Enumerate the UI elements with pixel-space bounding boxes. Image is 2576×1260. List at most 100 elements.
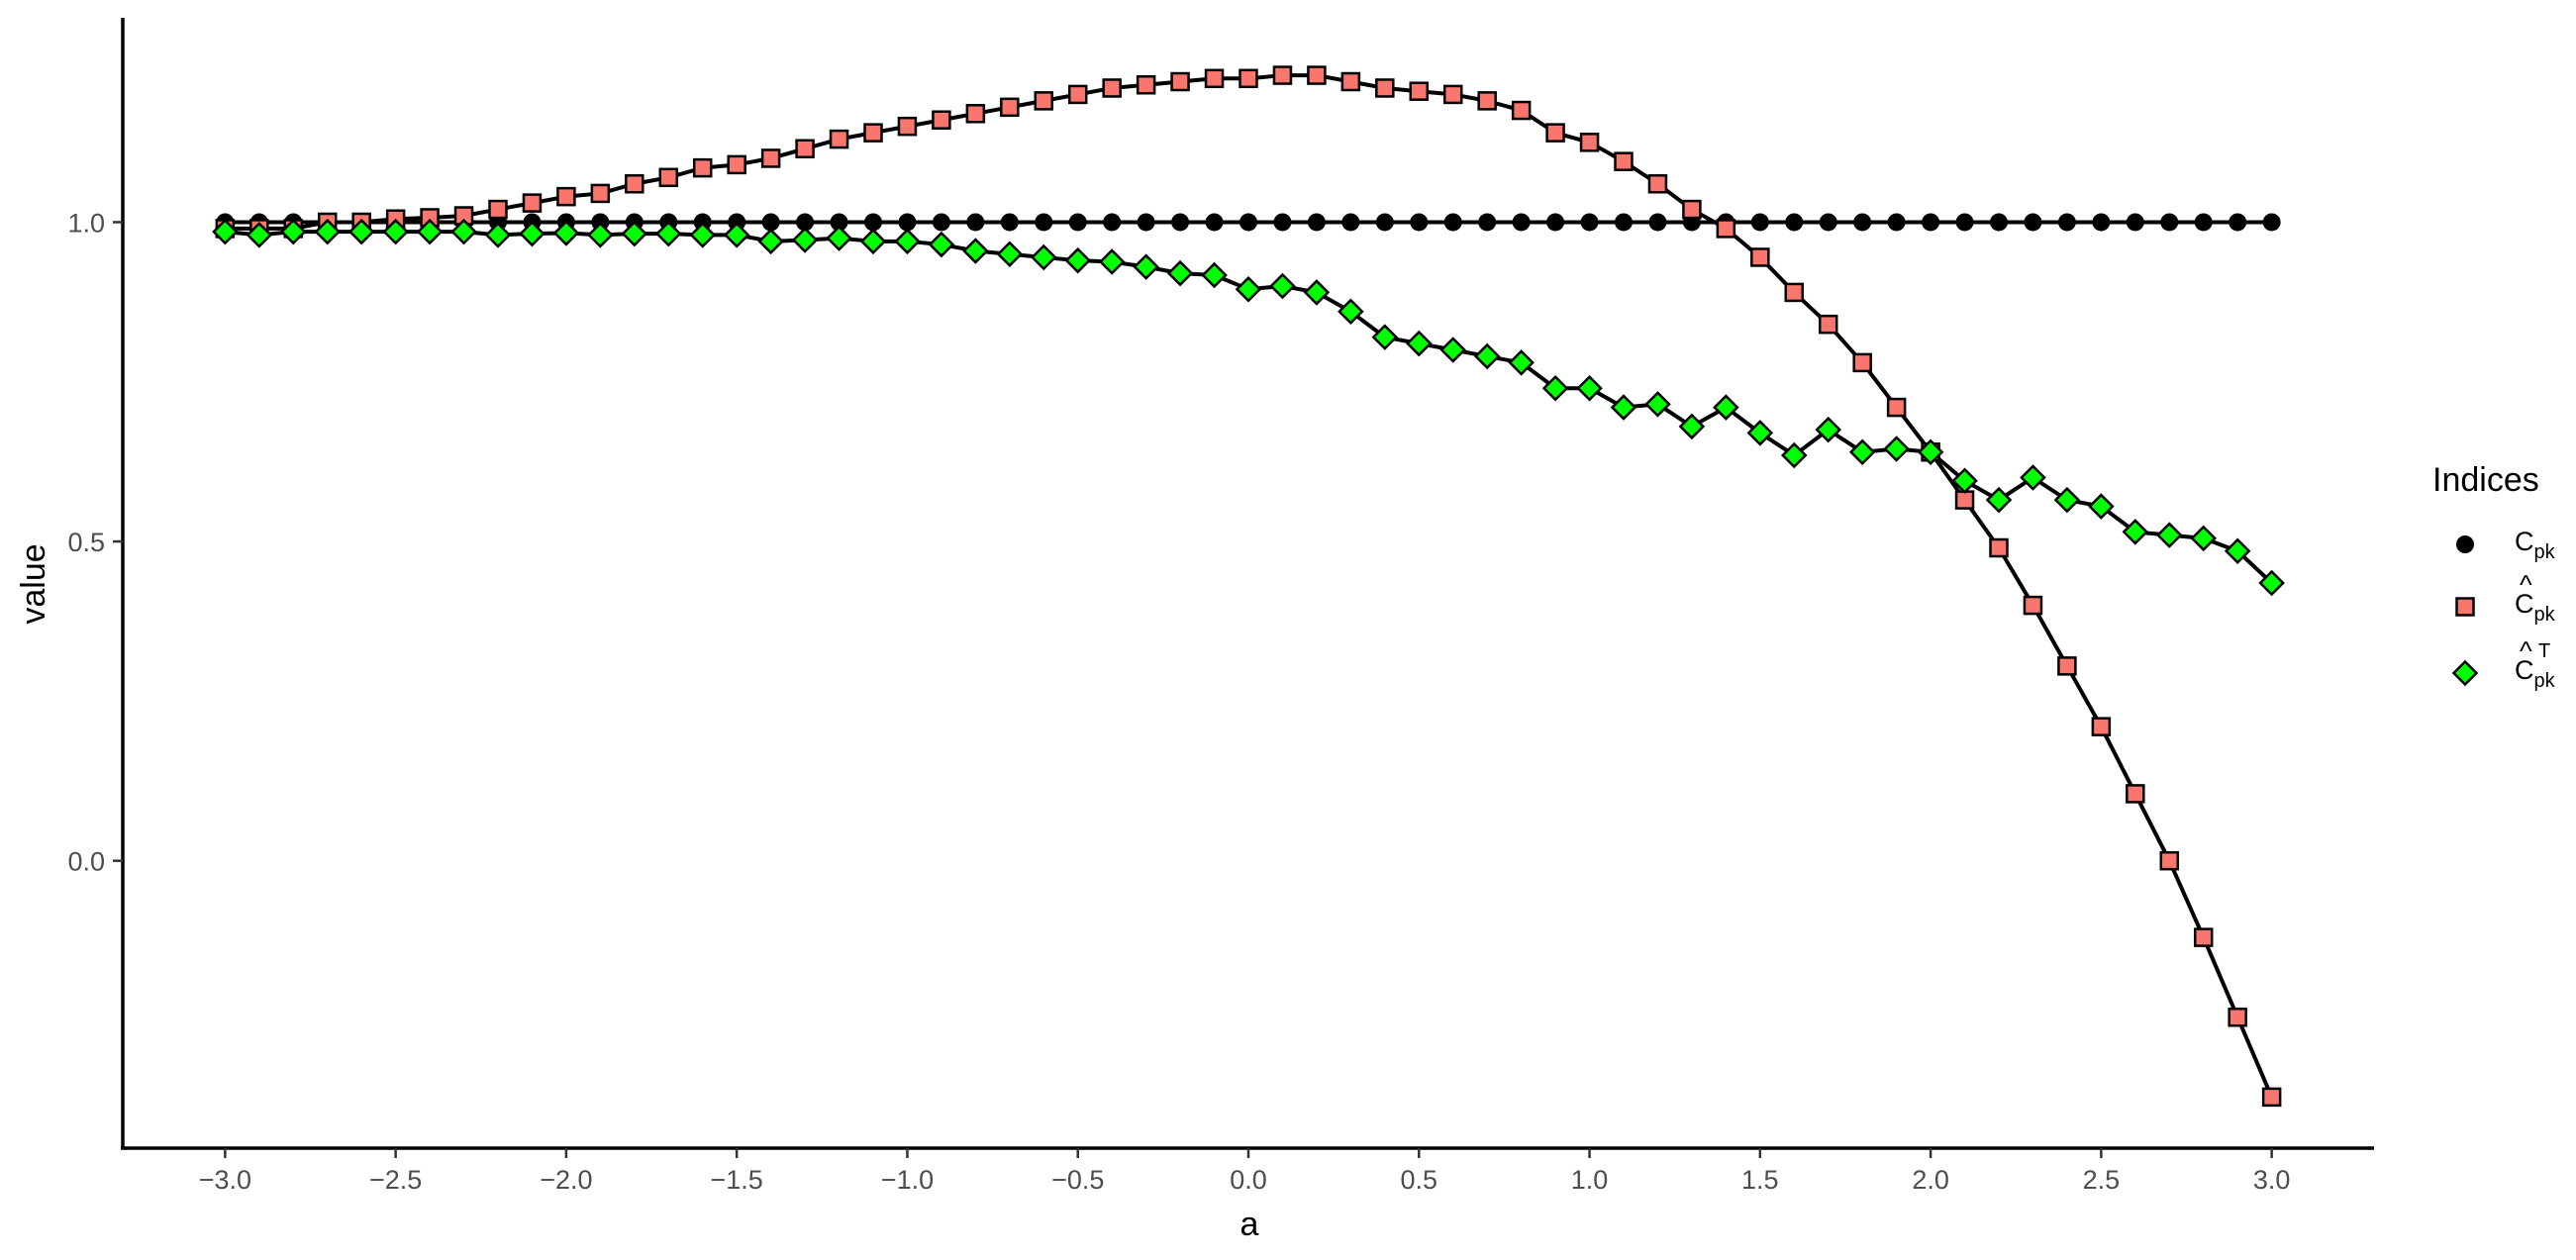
data-point-circle [1205, 213, 1224, 232]
data-point-diamond [450, 218, 477, 245]
data-point-circle [1580, 213, 1599, 232]
data-point-square [590, 183, 611, 204]
data-point-diamond [1473, 342, 1501, 370]
x-axis-title: a [1240, 1206, 1259, 1243]
data-point-circle [2057, 213, 2076, 232]
data-point-circle [1990, 213, 2008, 232]
data-point-diamond [1781, 441, 1808, 469]
data-point-diamond [587, 222, 614, 248]
data-point-circle [2024, 213, 2042, 232]
data-point-diamond [1371, 324, 1399, 350]
data-point-square [692, 157, 713, 178]
data-point-diamond [552, 220, 580, 246]
data-point-square [1102, 78, 1122, 98]
data-point-diamond [791, 227, 819, 253]
data-point-diamond [1508, 349, 1535, 376]
data-point-square [1818, 314, 1838, 335]
data-point-diamond [996, 241, 1024, 267]
data-point-square [2126, 784, 2145, 804]
data-point-circle [1887, 213, 1906, 232]
y-axis-ticks: 0.0 0.5 1.0 [67, 208, 123, 877]
legend-key-square [2455, 597, 2475, 617]
y-tick-label: 1.0 [67, 208, 105, 238]
data-point-square [2159, 850, 2180, 871]
data-point-circle [1750, 213, 1769, 232]
data-point-circle [1648, 213, 1667, 232]
data-point-diamond [1406, 330, 1433, 357]
data-point-circle [2262, 213, 2281, 232]
x-tick-label: 3.0 [2253, 1165, 2291, 1195]
data-point-square [1647, 174, 1668, 194]
data-point-diamond [2190, 525, 2217, 552]
data-point-diamond [655, 220, 682, 247]
data-point-square [1579, 133, 1600, 152]
legend-label-superscript: T [2538, 640, 2550, 662]
data-point-diamond [212, 218, 239, 245]
x-tick-label: 1.0 [1571, 1165, 1609, 1195]
data-point-square [2023, 595, 2043, 616]
data-point-diamond [1269, 272, 1296, 300]
data-point-square [1852, 352, 1872, 373]
data-point-square [760, 148, 781, 168]
data-point-circle [830, 213, 848, 232]
x-tick-label: 1.5 [1741, 1165, 1779, 1195]
data-point-diamond [1098, 248, 1126, 275]
data-point-square [2261, 1087, 2282, 1108]
data-point-square [556, 186, 576, 207]
data-point-circle [966, 213, 985, 232]
data-point-square [522, 193, 543, 213]
data-point-square [829, 129, 849, 149]
data-point-square [1000, 97, 1020, 118]
data-point-square [2057, 656, 2077, 676]
data-point-diamond [2020, 464, 2046, 491]
data-point-square [795, 139, 815, 159]
data-point-square [1511, 100, 1532, 121]
data-point-diamond [1235, 275, 1262, 303]
data-point-circle [932, 213, 950, 232]
data-point-diamond [723, 222, 750, 248]
data-point-square [2091, 717, 2112, 736]
data-point-diamond [1303, 279, 1331, 306]
series-points-diamond [212, 218, 2285, 597]
x-axis-ticks: −3.0 −2.5 −2.0 −1.5 −1.0 −0.5 0.0 0.5 1.0 1.5 2.0 2… [199, 1148, 2291, 1195]
data-point-diamond [2156, 522, 2183, 548]
data-point-circle [1307, 213, 1326, 232]
data-point-square [1238, 68, 1258, 89]
data-point-square [1067, 84, 1088, 105]
data-point-circle [1000, 213, 1019, 232]
data-point-diamond [826, 225, 852, 251]
x-tick-label: −3.0 [199, 1165, 251, 1195]
data-point-diamond [519, 220, 545, 247]
plot-area [212, 65, 2285, 1108]
data-point-circle [1819, 213, 1837, 232]
y-tick-label: 0.5 [67, 528, 105, 557]
series-points-square [215, 65, 2282, 1108]
data-point-diamond [1133, 253, 1159, 280]
data-point-circle [1546, 213, 1565, 232]
y-tick-label: 0.0 [67, 847, 105, 877]
data-point-circle [1171, 213, 1190, 232]
series-markers [212, 65, 2285, 1108]
data-point-circle [1410, 213, 1429, 232]
x-tick-label: −1.0 [881, 1165, 934, 1195]
data-point-square [1442, 84, 1463, 105]
data-point-circle [796, 213, 815, 232]
data-point-square [1716, 219, 1736, 239]
data-point-diamond [962, 238, 989, 264]
data-point-square [1307, 65, 1327, 85]
data-point-circle [2160, 213, 2179, 232]
data-point-diamond [382, 218, 409, 245]
data-point-diamond [484, 222, 512, 248]
data-point-square [1545, 123, 1565, 143]
data-point-square [1682, 199, 1702, 220]
data-point-square [1750, 247, 1770, 267]
data-point-diamond [1338, 298, 1364, 326]
data-point-circle [1341, 213, 1360, 232]
data-point-diamond [246, 222, 273, 248]
data-point-square [2228, 1007, 2247, 1027]
data-point-circle [2194, 213, 2213, 232]
data-point-diamond [1064, 246, 1091, 274]
data-point-square [1784, 282, 1805, 303]
data-point-square [2193, 927, 2214, 947]
data-point-diamond [1166, 259, 1194, 287]
